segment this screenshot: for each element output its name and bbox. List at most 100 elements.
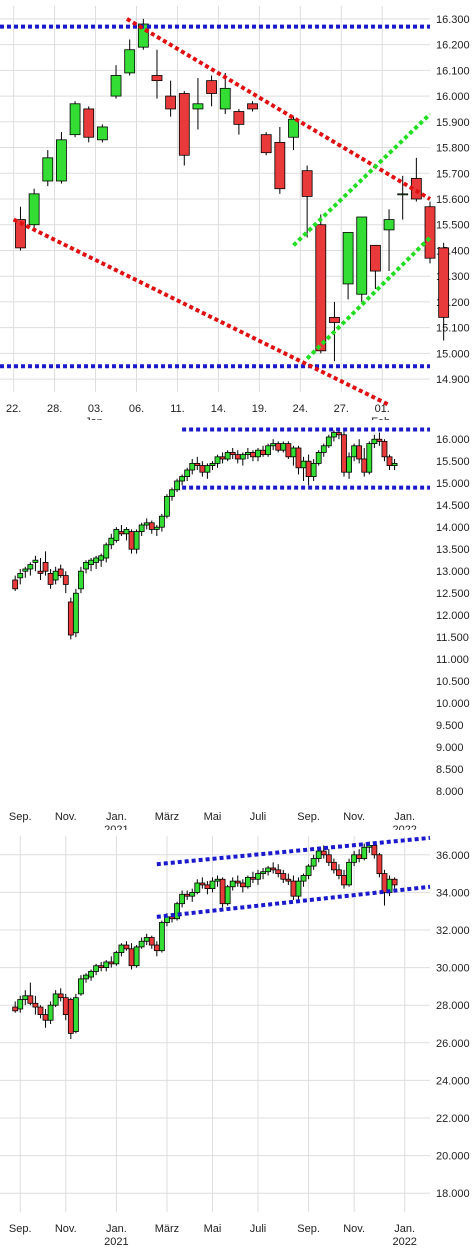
candle-body xyxy=(83,974,89,980)
x-tick-label: Nov. xyxy=(55,1223,77,1235)
y-tick-label: 15.000 xyxy=(436,478,470,490)
candlestick-chart-weekly-1: 8.000 8.500 9.000 9.500 10.000 10.500 11.000 11… xyxy=(9,427,470,830)
candle-body xyxy=(103,961,110,969)
candle-body xyxy=(233,111,245,125)
candle-body xyxy=(88,970,94,978)
candle-body xyxy=(96,126,108,141)
candle-body xyxy=(143,522,150,526)
candle-body xyxy=(356,854,363,859)
candle-body xyxy=(93,557,100,563)
candle-body xyxy=(98,965,105,969)
candle-body xyxy=(158,922,165,952)
y-tick-label: 8.000 xyxy=(436,786,464,798)
x-tick-label: Jan. xyxy=(106,1223,127,1235)
candle-body xyxy=(118,944,125,953)
candle-body xyxy=(342,232,354,285)
x-tick-label: Sep. xyxy=(9,1223,32,1235)
candle-body xyxy=(300,875,307,882)
candle-body xyxy=(184,469,191,477)
x-tick-label: Sep. xyxy=(9,811,32,823)
candle-body xyxy=(199,465,206,473)
candle-body xyxy=(184,893,191,897)
candle-body xyxy=(214,878,221,882)
x-tick-sublabel: 2021 xyxy=(104,824,128,830)
x-tick-label: Jan. xyxy=(394,811,415,823)
candle-body xyxy=(204,465,211,473)
candle-body xyxy=(12,1006,19,1012)
y-tick-label: 20.000 xyxy=(436,1151,470,1163)
candle-body xyxy=(67,601,74,636)
candle-body xyxy=(52,570,59,581)
x-tick-label: Mai xyxy=(204,1223,222,1235)
candle-body xyxy=(325,854,332,863)
candle-body xyxy=(274,141,286,190)
candle-body xyxy=(62,575,69,585)
candle-body xyxy=(341,875,347,886)
candle-body xyxy=(32,1002,39,1008)
candle-body xyxy=(366,443,373,473)
x-tick-label: Nov. xyxy=(55,811,77,823)
candle-body xyxy=(194,882,201,893)
candle-body xyxy=(325,436,332,447)
y-tick-label: 14.500 xyxy=(436,500,470,512)
x-tick-label: März xyxy=(155,1223,179,1235)
candle-body xyxy=(28,193,40,226)
candle-body xyxy=(206,80,217,94)
trend-line xyxy=(292,112,432,247)
candle-body xyxy=(209,463,216,467)
candle-body xyxy=(78,978,84,995)
candle-body xyxy=(72,997,79,1032)
y-tick-label: 15.700 xyxy=(436,168,470,180)
candle-body xyxy=(290,880,297,897)
y-tick-label: 8.500 xyxy=(436,764,464,776)
candle-body xyxy=(83,108,95,138)
candle-body xyxy=(275,869,282,875)
candle-body xyxy=(128,948,135,967)
candle-body xyxy=(219,878,226,905)
candle-body xyxy=(42,1014,49,1021)
candle-body xyxy=(62,997,69,1015)
y-tick-label: 13.500 xyxy=(436,544,470,556)
y-tick-label: 24.000 xyxy=(436,1075,470,1087)
candle-body xyxy=(260,871,266,875)
candle-body xyxy=(305,460,312,478)
candle-body xyxy=(108,537,115,546)
candle-body xyxy=(265,445,272,455)
candle-body xyxy=(138,524,145,532)
candle-body xyxy=(72,592,79,634)
x-tick-label: März xyxy=(155,811,179,823)
x-tick-label: 19. xyxy=(252,403,267,415)
x-tick-label: 14. xyxy=(211,403,226,415)
candle-body xyxy=(93,965,100,972)
y-tick-label: 10.000 xyxy=(436,698,470,710)
candle-body xyxy=(133,946,140,967)
candle-body xyxy=(361,458,368,473)
candle-body xyxy=(320,850,327,856)
candle-body xyxy=(124,49,136,74)
y-tick-label: 16.100 xyxy=(436,65,470,77)
y-tick-label: 16.200 xyxy=(436,40,470,52)
x-tick-label: Sep. xyxy=(297,1223,320,1235)
candle-body xyxy=(285,443,292,458)
candle-body xyxy=(219,456,226,460)
candle-body xyxy=(315,850,322,859)
candle-body xyxy=(88,559,94,565)
y-tick-label: 34.000 xyxy=(436,887,470,899)
candle-body xyxy=(301,170,313,197)
candle-body xyxy=(255,449,261,458)
candle-body xyxy=(260,449,266,456)
x-tick-label: Nov. xyxy=(343,1223,365,1235)
candle-body xyxy=(189,463,196,471)
candle-body xyxy=(138,940,145,948)
y-tick-label: 30.000 xyxy=(436,963,470,975)
candle-body xyxy=(391,878,398,886)
candle-body xyxy=(148,522,155,530)
x-tick-label: Juli xyxy=(250,1223,267,1235)
candle-body xyxy=(69,103,81,136)
candle-body xyxy=(383,219,395,231)
candle-body xyxy=(118,531,125,535)
y-tick-label: 9.000 xyxy=(436,742,464,754)
candle-body xyxy=(229,452,236,456)
candle-body xyxy=(174,903,180,920)
candle-body xyxy=(57,993,64,999)
